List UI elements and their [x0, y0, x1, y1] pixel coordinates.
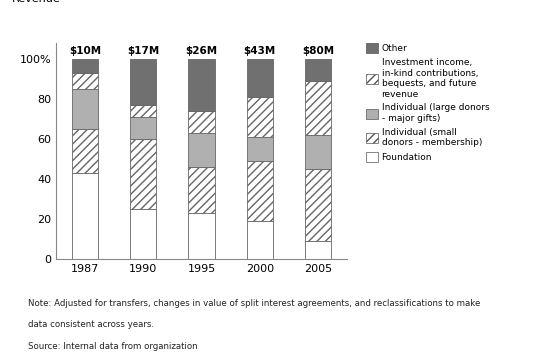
Bar: [72, 73, 98, 89]
Text: Note: Adjusted for transfers, changes in value of split interest agreements, and: Note: Adjusted for transfers, changes in…: [28, 299, 480, 308]
Bar: [130, 105, 156, 117]
Text: $26M: $26M: [185, 46, 218, 56]
Bar: [72, 129, 98, 173]
Bar: [130, 139, 156, 209]
Text: Source: Internal data from organization: Source: Internal data from organization: [28, 342, 198, 351]
Bar: [72, 89, 98, 129]
Bar: [247, 161, 273, 221]
Bar: [189, 59, 214, 111]
Text: data consistent across years.: data consistent across years.: [28, 320, 154, 329]
Bar: [247, 137, 273, 161]
Text: $17M: $17M: [127, 46, 160, 56]
Bar: [305, 81, 331, 135]
Bar: [72, 59, 98, 73]
Bar: [305, 241, 331, 259]
Bar: [305, 169, 331, 241]
Bar: [130, 117, 156, 139]
Bar: [305, 59, 331, 81]
Legend: Other, Investment income,
in-kind contributions,
bequests, and future
revenue, I: Other, Investment income, in-kind contri…: [366, 44, 489, 162]
Bar: [189, 213, 214, 259]
Bar: [247, 221, 273, 259]
Text: $10M: $10M: [69, 46, 101, 56]
Bar: [72, 173, 98, 259]
Bar: [130, 209, 156, 259]
Bar: [247, 59, 273, 97]
Bar: [189, 111, 214, 133]
Text: Revenue: Revenue: [12, 0, 61, 4]
Text: $43M: $43M: [244, 46, 276, 56]
Bar: [130, 59, 156, 105]
Text: $80M: $80M: [302, 46, 334, 56]
Bar: [305, 135, 331, 169]
Bar: [189, 133, 214, 167]
Bar: [247, 97, 273, 137]
Bar: [189, 167, 214, 213]
